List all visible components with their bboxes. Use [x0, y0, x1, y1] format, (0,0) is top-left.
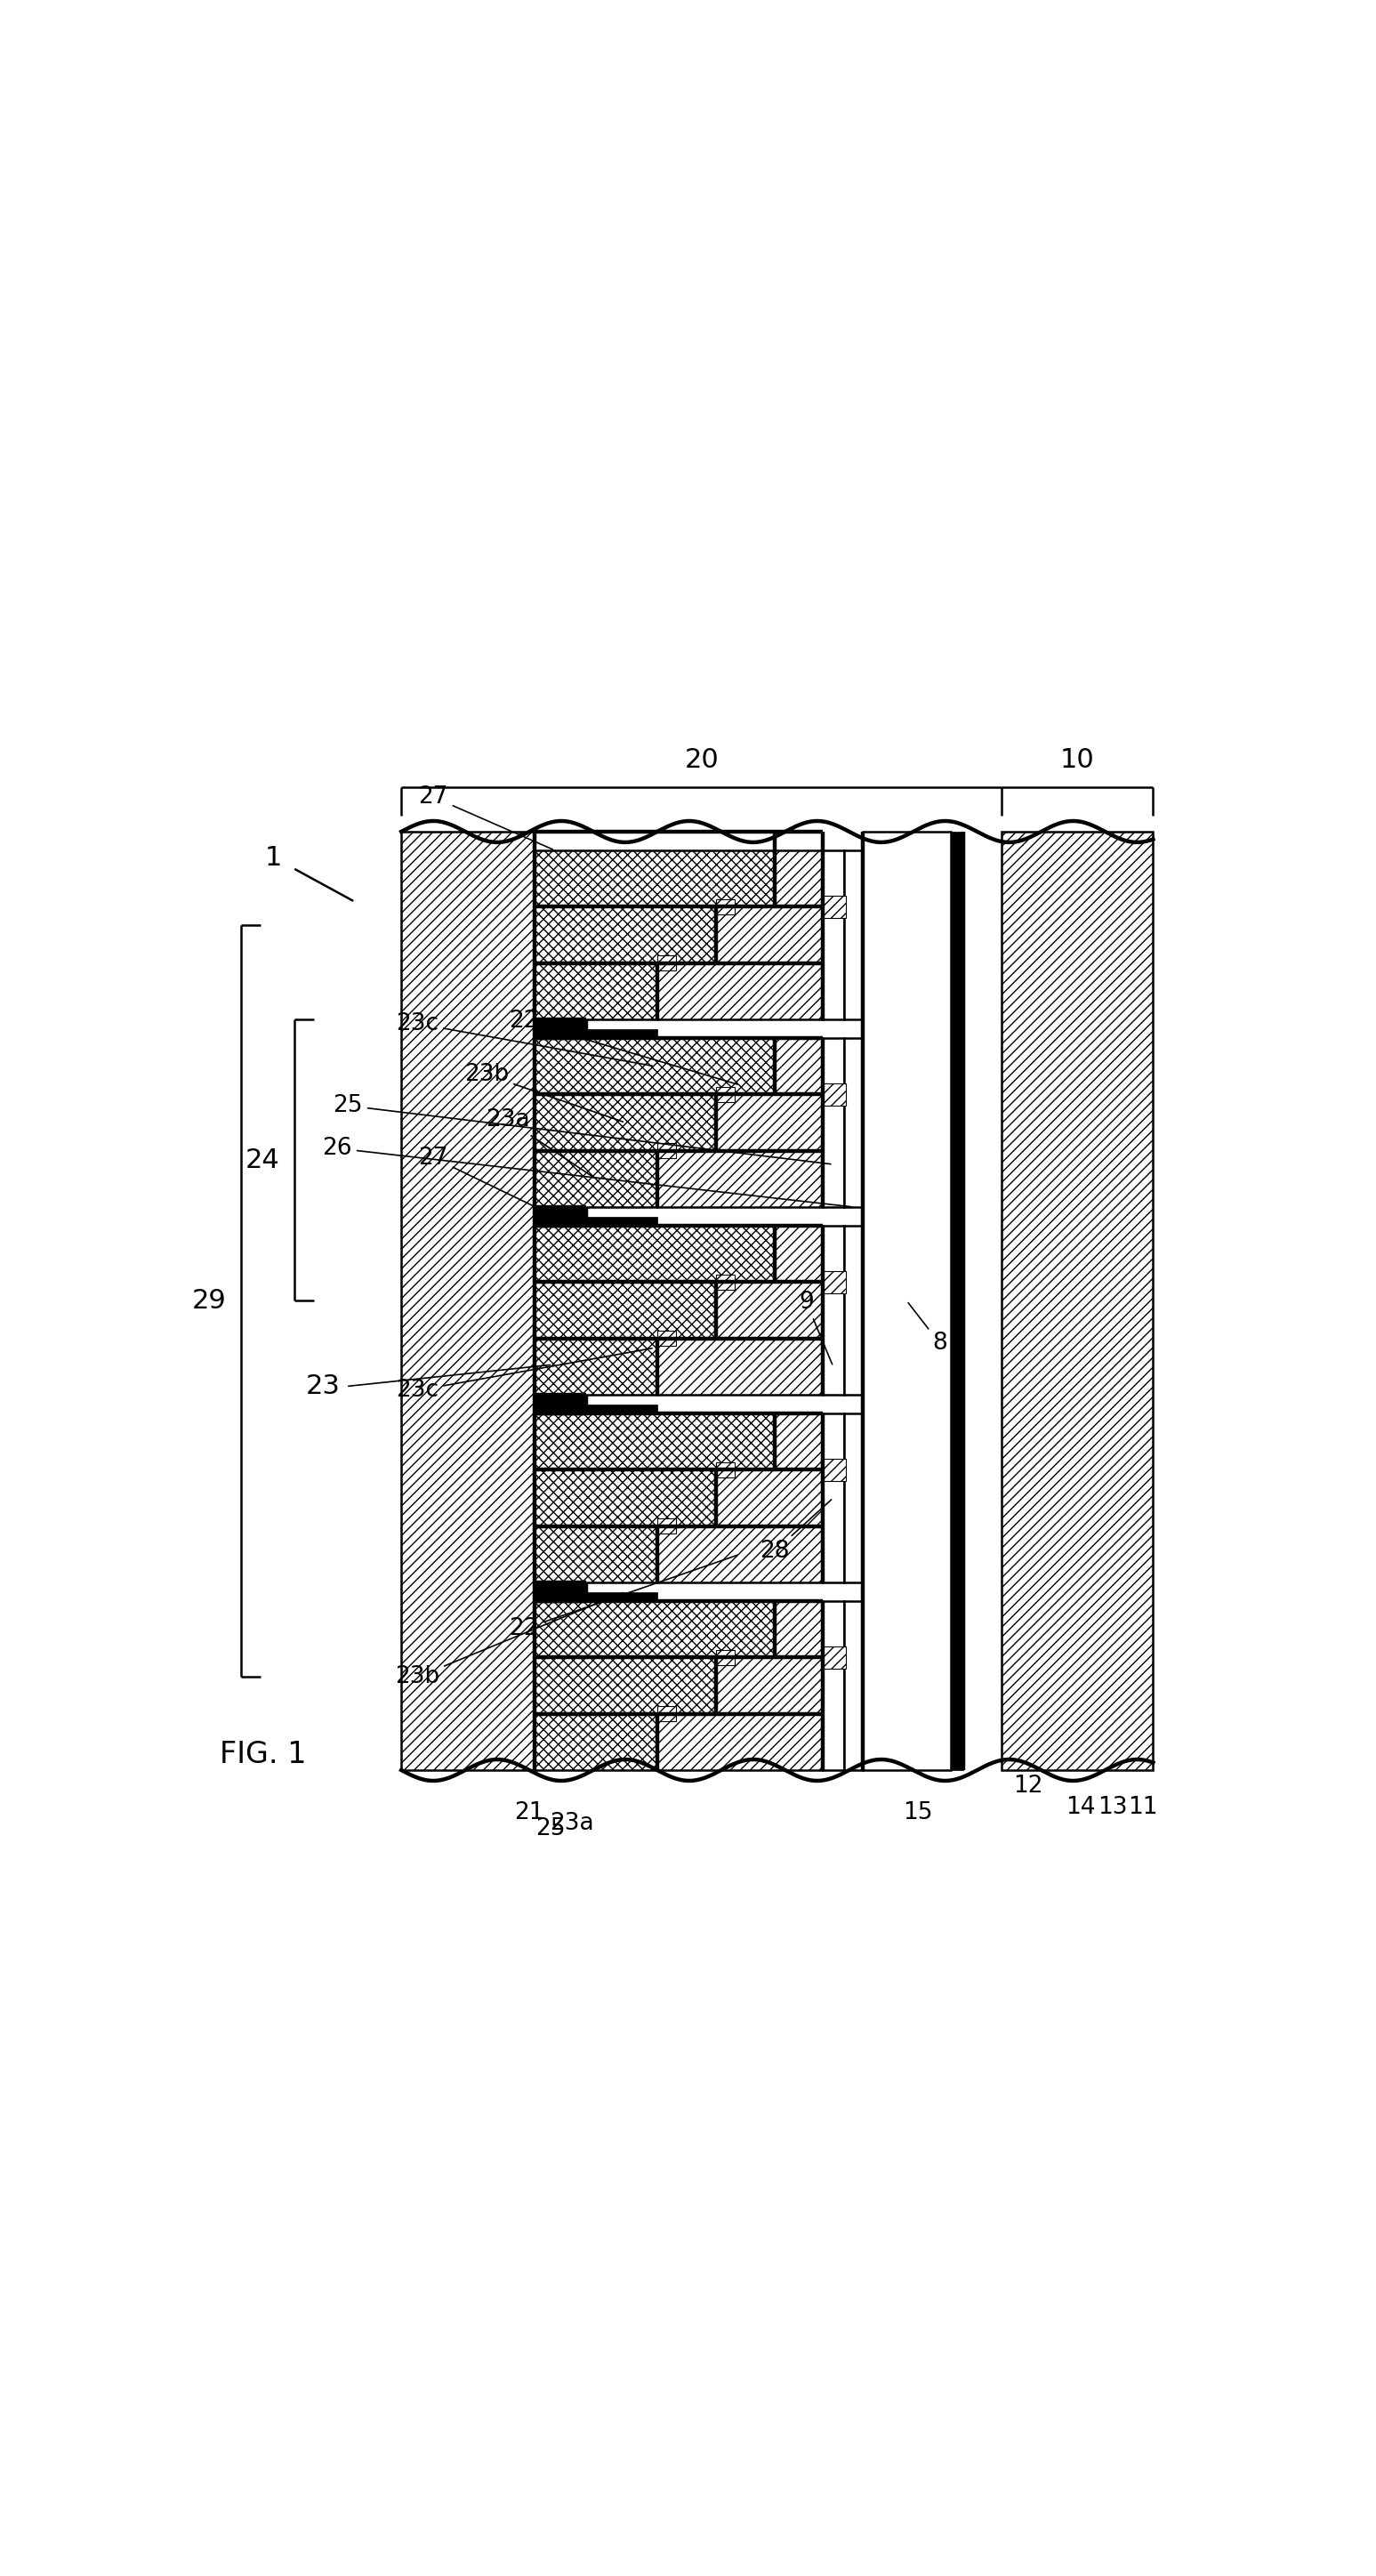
Bar: [586, 1028, 658, 1038]
Bar: [658, 1144, 677, 1159]
Bar: [534, 1208, 586, 1226]
Bar: [534, 1414, 775, 1471]
Text: 23b: 23b: [464, 1064, 623, 1121]
Text: 23c: 23c: [396, 1347, 652, 1401]
Bar: [534, 1582, 586, 1602]
Bar: [534, 1283, 716, 1340]
Bar: [658, 1705, 677, 1721]
Bar: [716, 1275, 735, 1291]
Text: 12: 12: [1013, 1775, 1043, 1798]
Text: 23c: 23c: [396, 1012, 652, 1066]
Text: 23: 23: [305, 1373, 341, 1399]
Text: 23b: 23b: [395, 1592, 623, 1690]
Bar: [775, 1602, 823, 1656]
Bar: [843, 1038, 863, 1208]
Bar: [586, 1216, 658, 1226]
Bar: [534, 1151, 658, 1208]
Bar: [716, 1656, 823, 1713]
Text: 1: 1: [264, 845, 282, 871]
Bar: [534, 1713, 658, 1770]
Bar: [843, 1414, 863, 1582]
Bar: [658, 1713, 823, 1770]
Bar: [534, 1226, 775, 1283]
Text: 27: 27: [418, 1146, 553, 1216]
Bar: [716, 899, 735, 914]
Text: 24: 24: [245, 1146, 279, 1172]
Bar: [843, 850, 863, 1020]
Bar: [534, 1095, 716, 1151]
Bar: [775, 1414, 823, 1471]
Bar: [586, 1404, 658, 1414]
Text: 29: 29: [193, 1288, 227, 1314]
Bar: [534, 1525, 658, 1582]
Bar: [534, 907, 716, 963]
Bar: [658, 1151, 823, 1208]
Bar: [658, 956, 677, 971]
Bar: [658, 1340, 823, 1394]
Text: FIG. 1: FIG. 1: [219, 1739, 305, 1770]
Bar: [863, 832, 951, 1770]
Text: 22: 22: [509, 1556, 738, 1641]
Bar: [658, 1525, 823, 1582]
Text: 22: 22: [509, 1010, 738, 1084]
Bar: [534, 1340, 658, 1394]
Text: 11: 11: [1127, 1795, 1157, 1819]
Bar: [823, 850, 843, 1020]
Bar: [823, 1270, 846, 1293]
Bar: [951, 832, 963, 1770]
Bar: [775, 1038, 823, 1095]
Bar: [775, 850, 823, 907]
Bar: [1002, 832, 1153, 1770]
Text: 21: 21: [515, 1801, 544, 1824]
Bar: [658, 1520, 677, 1533]
Text: 8: 8: [908, 1303, 947, 1355]
Bar: [534, 832, 823, 1770]
Bar: [823, 1082, 846, 1105]
Bar: [823, 1646, 846, 1669]
Bar: [534, 963, 658, 1020]
Bar: [823, 1038, 843, 1208]
Bar: [402, 832, 534, 1770]
Bar: [534, 1394, 586, 1414]
Text: 23a: 23a: [550, 1811, 594, 1834]
Text: 25: 25: [535, 1816, 566, 1839]
Bar: [823, 896, 846, 917]
Bar: [586, 1592, 658, 1602]
Bar: [716, 1087, 735, 1103]
Bar: [716, 1651, 735, 1664]
Text: 27: 27: [418, 786, 553, 850]
Bar: [823, 1458, 846, 1481]
Bar: [775, 1226, 823, 1283]
Bar: [658, 963, 823, 1020]
Bar: [534, 1038, 775, 1095]
Text: 10: 10: [1060, 747, 1094, 773]
Bar: [534, 850, 775, 907]
Bar: [716, 1095, 823, 1151]
Text: 14: 14: [1065, 1795, 1095, 1819]
Text: 26: 26: [322, 1136, 850, 1206]
Text: 28: 28: [760, 1499, 831, 1564]
Text: 20: 20: [684, 747, 718, 773]
Bar: [534, 1471, 716, 1525]
Bar: [823, 1226, 843, 1394]
Bar: [716, 907, 823, 963]
Bar: [716, 1463, 735, 1476]
Bar: [843, 1602, 863, 1770]
Text: 23a: 23a: [486, 1108, 594, 1177]
Bar: [823, 1414, 843, 1582]
Text: 25: 25: [333, 1095, 831, 1164]
Bar: [843, 1226, 863, 1394]
Bar: [534, 1602, 775, 1656]
Bar: [534, 1020, 586, 1038]
Bar: [534, 1656, 716, 1713]
Text: 9: 9: [799, 1291, 832, 1365]
Text: 13: 13: [1098, 1795, 1127, 1819]
Bar: [716, 1471, 823, 1525]
Bar: [716, 1283, 823, 1340]
Bar: [823, 1602, 843, 1770]
Bar: [658, 1332, 677, 1345]
Text: 15: 15: [903, 1801, 933, 1824]
